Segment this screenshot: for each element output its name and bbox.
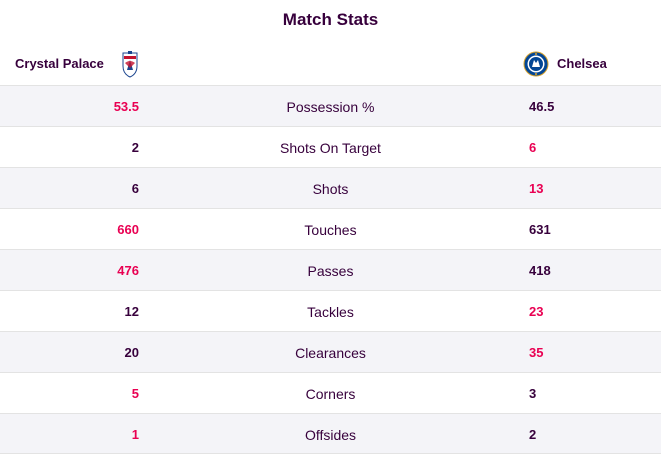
stat-row-corners: 5 Corners 3 [0,372,661,413]
stat-row-passes: 476 Passes 418 [0,249,661,290]
stat-label: Corners [305,386,356,402]
away-team-name: Chelsea [557,56,607,71]
away-value: 6 [529,140,537,155]
stat-row-touches: 660 Touches 631 [0,208,661,249]
home-value: 2 [131,140,139,155]
panel-title: Match Stats [282,10,379,29]
home-value: 12 [124,304,139,319]
stat-label: Clearances [295,345,366,361]
away-value: 3 [529,386,537,401]
stat-row-tackles: 12 Tackles 23 [0,290,661,331]
home-value: 6 [131,181,139,196]
away-value: 13 [529,181,544,196]
home-value: 20 [124,345,139,360]
teams-header: Crystal Palace Chelsea [0,45,661,85]
away-value: 418 [529,263,551,278]
stat-row-shots-on-target: 2 Shots On Target 6 [0,126,661,167]
stat-row-possession: 53.5 Possession % 46.5 [0,85,661,126]
stat-label: Touches [304,222,357,238]
away-value: 23 [529,304,544,319]
away-value: 2 [529,427,537,442]
away-value: 631 [529,222,551,237]
home-value: 476 [117,263,139,278]
stat-label: Offsides [304,427,357,443]
stat-label: Shots [312,181,349,197]
crystal-palace-crest-icon [121,50,139,78]
stat-label: Shots On Target [280,140,381,156]
away-value: 46.5 [529,99,555,114]
home-value: 53.5 [113,99,139,114]
stat-row-clearances: 20 Clearances 35 [0,331,661,372]
chelsea-crest-icon [523,51,549,77]
home-team-name: Crystal Palace [15,56,104,71]
stat-label: Possession % [286,99,375,115]
away-value: 35 [529,345,544,360]
home-value: 660 [117,222,139,237]
stat-label: Tackles [307,304,354,320]
home-value: 5 [131,386,139,401]
stat-row-offsides: 1 Offsides 2 [0,413,661,454]
home-value: 1 [131,427,139,442]
stats-table: 53.5 Possession % 46.5 2 Shots On Target 6 6 Sh… [0,85,661,454]
stat-label: Passes [307,263,354,279]
stat-row-shots: 6 Shots 13 [0,167,661,208]
